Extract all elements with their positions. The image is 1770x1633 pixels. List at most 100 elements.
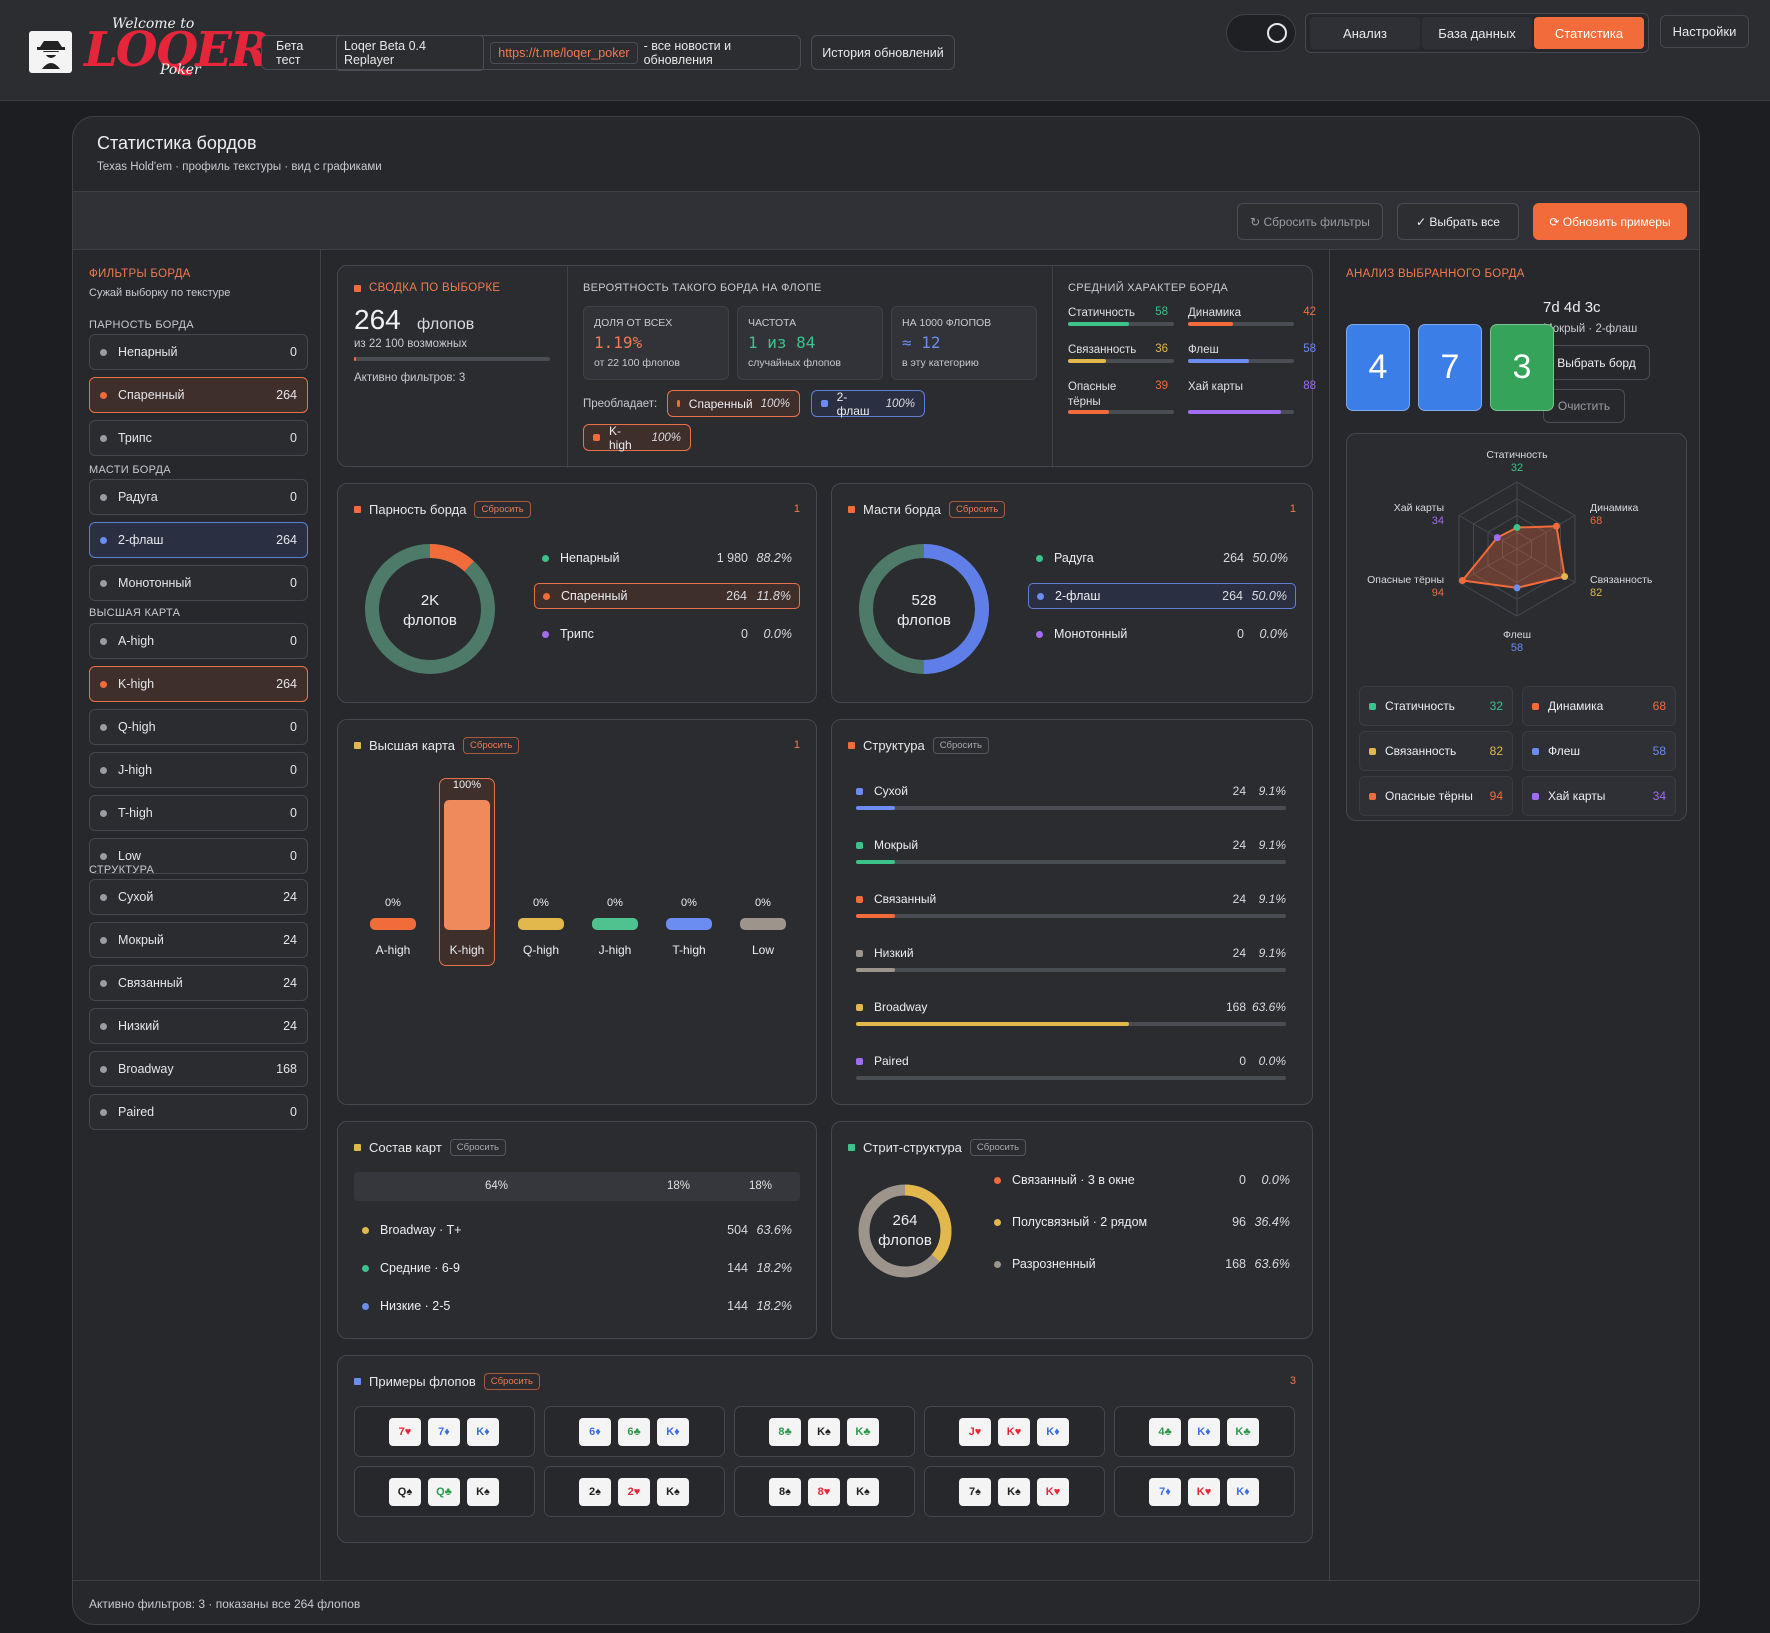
example-board[interactable]: 6♦ 6♣ K♦ xyxy=(544,1406,725,1457)
pairing-donut xyxy=(365,544,495,674)
settings-button[interactable]: Настройки xyxy=(1660,15,1749,48)
legend-row[interactable]: Непарный 1 980 88.2% xyxy=(534,545,800,571)
filter-section-label: МАСТИ БОРДА xyxy=(89,464,171,476)
filter-item[interactable]: J-high 0 xyxy=(89,752,308,788)
prevail-chip[interactable]: 2-флаш 100% xyxy=(811,390,925,418)
legend-row[interactable]: Низкие · 2-5 144 18.2% xyxy=(354,1293,800,1319)
highcard-bar[interactable] xyxy=(370,918,416,930)
prevail-chip[interactable]: Спаренный 100% xyxy=(667,390,800,417)
legend-row[interactable]: Средние · 6-9 144 18.2% xyxy=(354,1255,800,1281)
legend-row[interactable]: Разрозненный 168 63.6% xyxy=(986,1251,1298,1277)
filter-item[interactable]: Спаренный 264 xyxy=(89,377,308,413)
example-board[interactable]: 8♣ K♠ K♣ xyxy=(734,1406,915,1457)
filter-item[interactable]: K-high 264 xyxy=(89,666,308,702)
example-board[interactable]: Q♠ Q♣ K♠ xyxy=(354,1466,535,1517)
straight-reset-button[interactable]: Сбросить xyxy=(969,1139,1027,1156)
refresh-examples-button[interactable]: ⟳ Обновить примеры xyxy=(1533,203,1687,240)
nav-database[interactable]: База данных xyxy=(1422,17,1532,49)
highcard-bar[interactable] xyxy=(444,800,490,930)
filter-item[interactable]: Радуга 0 xyxy=(89,479,308,515)
filter-item[interactable]: T-high 0 xyxy=(89,795,308,831)
legend-row[interactable]: Broadway · T+ 504 63.6% xyxy=(354,1217,800,1243)
highcard-header: Высшая карта Сбросить xyxy=(354,737,520,754)
composition-reset-button[interactable]: Сбросить xyxy=(449,1139,507,1156)
structure-row[interactable]: Сухой 24 9.1% xyxy=(848,778,1294,804)
board-card[interactable]: 3 xyxy=(1490,324,1554,411)
structure-row[interactable]: Связанный 24 9.1% xyxy=(848,886,1294,912)
filter-item[interactable]: Paired 0 xyxy=(89,1094,308,1130)
avg-label: Флеш xyxy=(1188,344,1219,356)
avg-bar xyxy=(1068,322,1174,326)
structure-row[interactable]: Broadway 168 63.6% xyxy=(848,994,1294,1020)
legend-row[interactable]: Спаренный 264 11.8% xyxy=(534,583,800,609)
legend-row[interactable]: Связанный · 3 в окне 0 0.0% xyxy=(986,1167,1298,1193)
filter-item[interactable]: 2-флаш 264 xyxy=(89,522,308,558)
structure-row[interactable]: Низкий 24 9.1% xyxy=(848,940,1294,966)
chip-dot-icon xyxy=(593,434,600,441)
filter-item[interactable]: Сухой 24 xyxy=(89,879,308,915)
legend-value: 264 xyxy=(1222,589,1243,603)
legend-dot-icon xyxy=(542,554,549,562)
filter-item[interactable]: Трипс 0 xyxy=(89,420,308,456)
examples-title: Примеры флопов xyxy=(369,1374,476,1389)
reset-filters-button[interactable]: ↻ Сбросить фильтры xyxy=(1237,203,1383,240)
structure-row[interactable]: Paired 0 0.0% xyxy=(848,1048,1294,1074)
filter-item[interactable]: Q-high 0 xyxy=(89,709,308,745)
highcard-bar[interactable] xyxy=(740,918,786,930)
prevail-chip[interactable]: K-high 100% xyxy=(583,424,691,452)
telegram-link[interactable]: https://t.me/loqer_poker xyxy=(490,41,638,64)
main-nav: Анализ База данных Статистика xyxy=(1305,13,1649,53)
radar-axis-value: 94 xyxy=(1432,587,1444,599)
legend-row[interactable]: Трипс 0 0.0% xyxy=(534,621,800,647)
board-card[interactable]: 7 xyxy=(1418,324,1482,411)
board-card[interactable]: 4 xyxy=(1346,324,1410,411)
prob-cell: ДОЛЯ ОТ ВСЕХ 1.19% от 22 100 флопов xyxy=(583,306,729,380)
structure-row[interactable]: Мокрый 24 9.1% xyxy=(848,832,1294,858)
filter-item[interactable]: Broadway 168 xyxy=(89,1051,308,1087)
avg-value: 88 xyxy=(1303,380,1316,392)
example-board[interactable]: J♥ K♥ K♦ xyxy=(924,1406,1105,1457)
select-all-button[interactable]: ✓ Выбрать все xyxy=(1397,203,1519,240)
theme-toggle[interactable] xyxy=(1226,14,1296,52)
nav-statistics[interactable]: Статистика xyxy=(1534,17,1644,49)
example-board[interactable]: 4♣ K♦ K♣ xyxy=(1114,1406,1295,1457)
example-board[interactable]: 2♠ 2♥ K♠ xyxy=(544,1466,725,1517)
avg-bar-fill xyxy=(1068,322,1130,326)
structure-reset-button[interactable]: Сбросить xyxy=(932,737,989,754)
highcard-bar[interactable] xyxy=(592,918,638,930)
avg-value: 58 xyxy=(1155,306,1168,318)
filter-item[interactable]: Связанный 24 xyxy=(89,965,308,1001)
filter-item-count: 264 xyxy=(276,388,297,402)
nav-analysis[interactable]: Анализ xyxy=(1310,17,1420,49)
pairing-reset-button[interactable]: Сбросить xyxy=(474,501,531,518)
radar-metric: Связанность 82 xyxy=(1359,731,1513,771)
highcard-bar[interactable] xyxy=(666,918,712,930)
filter-item[interactable]: Непарный 0 xyxy=(89,334,308,370)
highcard-bar[interactable] xyxy=(518,918,564,930)
legend-label: Трипс xyxy=(560,627,594,641)
clear-button[interactable]: Очистить xyxy=(1543,389,1625,423)
update-history-button[interactable]: История обновлений xyxy=(811,35,955,70)
highcard-reset-button[interactable]: Сбросить xyxy=(463,737,520,754)
examples-reset-button[interactable]: Сбросить xyxy=(483,1373,540,1390)
suits-reset-button[interactable]: Сбросить xyxy=(948,501,1006,518)
legend-row[interactable]: 2-флаш 264 50.0% xyxy=(1028,583,1296,609)
select-board-button[interactable]: Выбрать борд xyxy=(1543,345,1650,380)
filter-item[interactable]: Низкий 24 xyxy=(89,1008,308,1044)
example-board[interactable]: 7♠ K♠ K♥ xyxy=(924,1466,1105,1517)
legend-row[interactable]: Полусвязный · 2 рядом 96 36.4% xyxy=(986,1209,1298,1235)
straight-marker xyxy=(848,1144,855,1151)
filter-item[interactable]: Мокрый 24 xyxy=(89,922,308,958)
legend-row[interactable]: Радуга 264 50.0% xyxy=(1028,545,1296,571)
filter-item[interactable]: Монотонный 0 xyxy=(89,565,308,601)
example-board[interactable]: 8♠ 8♥ K♠ xyxy=(734,1466,915,1517)
example-board[interactable]: 7♦ K♥ K♦ xyxy=(1114,1466,1295,1517)
example-board[interactable]: 7♥ 7♦ K♦ xyxy=(354,1406,535,1457)
prob-cell-label: ЧАСТОТА xyxy=(748,317,797,329)
filter-item[interactable]: Low 0 xyxy=(89,838,308,874)
legend-row[interactable]: Монотонный 0 0.0% xyxy=(1028,621,1296,647)
legend-pct: 18.2% xyxy=(756,1299,792,1313)
radar-point xyxy=(1561,572,1569,580)
filter-item[interactable]: A-high 0 xyxy=(89,623,308,659)
prob-cell-label: ДОЛЯ ОТ ВСЕХ xyxy=(594,317,673,329)
